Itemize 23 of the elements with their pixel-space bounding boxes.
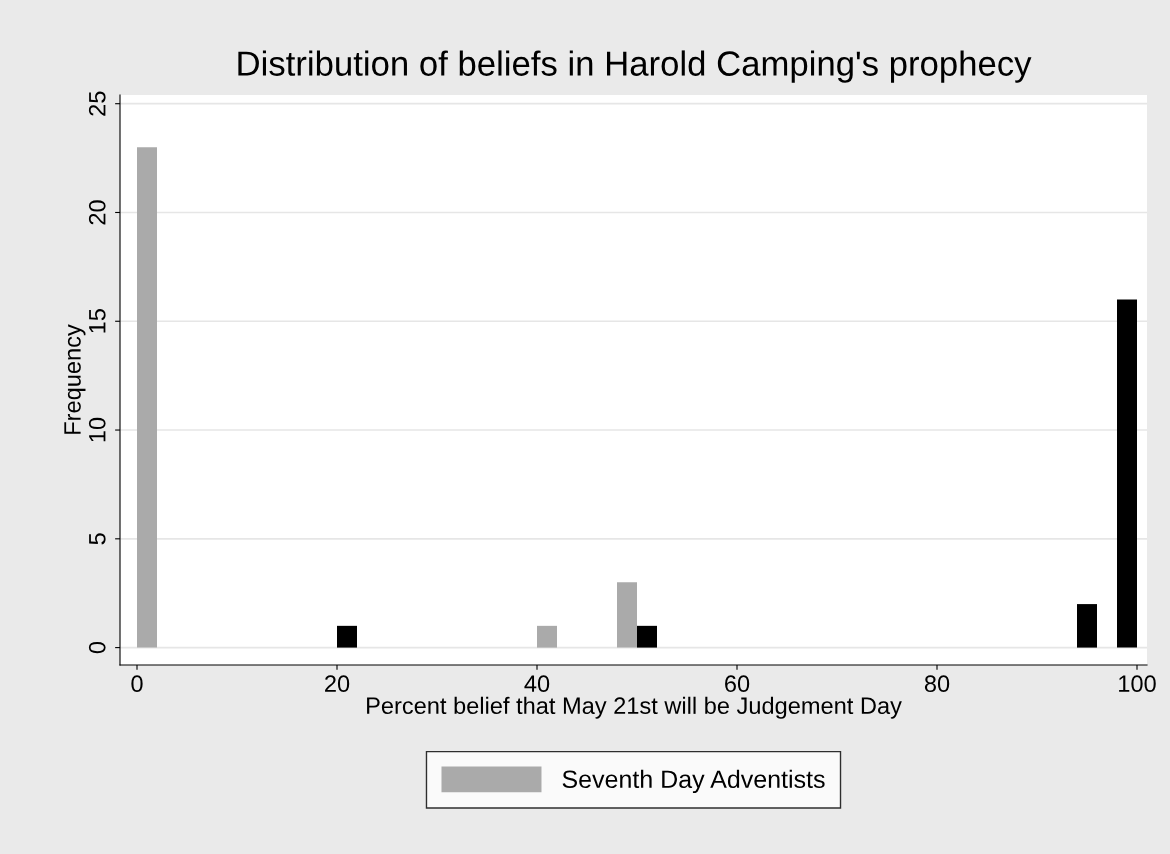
- bar: [137, 147, 157, 648]
- bar: [1077, 604, 1097, 648]
- y-tick-label: 5: [89, 533, 106, 545]
- x-tick-label: 0: [131, 675, 143, 693]
- legend-label: Seventh Day Adventists: [562, 769, 825, 794]
- y-tick-label: 10: [88, 417, 106, 442]
- x-tick-label: 80: [924, 675, 950, 693]
- bar: [617, 582, 637, 648]
- x-tick-label: 40: [524, 675, 550, 693]
- y-tick-label: 25: [88, 91, 106, 116]
- x-tick-label: 20: [325, 675, 350, 693]
- bar: [537, 625, 557, 648]
- y-tick-label: 20: [88, 200, 106, 225]
- bar: [337, 625, 357, 648]
- x-tick-label: 100: [1119, 675, 1156, 693]
- y-tick-label: 15: [89, 309, 106, 333]
- x-axis-title: Percent belief that May 21st will be Judgement Day: [367, 696, 902, 719]
- chart-title: Distribution of beliefs in Harold Camping's prophecy: [238, 50, 1032, 83]
- x-tick-label: 60: [725, 675, 750, 693]
- bar: [1117, 299, 1137, 648]
- y-axis-title: Frequency: [64, 324, 86, 434]
- bar: [637, 625, 657, 648]
- y-tick-label: 0: [88, 641, 106, 654]
